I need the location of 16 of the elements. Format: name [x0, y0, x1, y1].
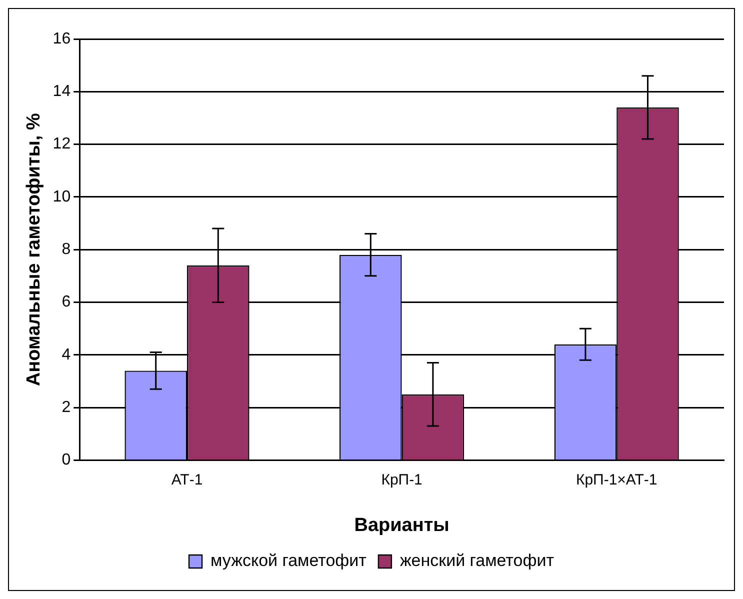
legend-label: мужской гаметофит — [210, 551, 367, 570]
y-tick-label: 2 — [62, 398, 71, 416]
y-tick-label: 0 — [62, 452, 71, 469]
x-tick-label: КрП-1 — [381, 471, 422, 488]
y-tick-label: 16 — [52, 30, 71, 48]
y-tick-label: 6 — [62, 294, 71, 311]
y-tick-label: 4 — [62, 346, 71, 364]
legend-label: женский гаметофит — [400, 551, 554, 570]
y-axis-title: Аномальные гаметофиты, % — [24, 112, 45, 386]
y-tick-label: 8 — [62, 241, 71, 258]
x-axis-title: Варианты — [354, 514, 450, 536]
y-tick-label: 14 — [52, 83, 71, 100]
x-tick-label: КрП-1×АТ-1 — [576, 471, 658, 488]
x-tick-label: АТ-1 — [171, 471, 203, 488]
y-tick-label: 10 — [52, 188, 71, 206]
y-tick-label: 12 — [52, 136, 71, 153]
